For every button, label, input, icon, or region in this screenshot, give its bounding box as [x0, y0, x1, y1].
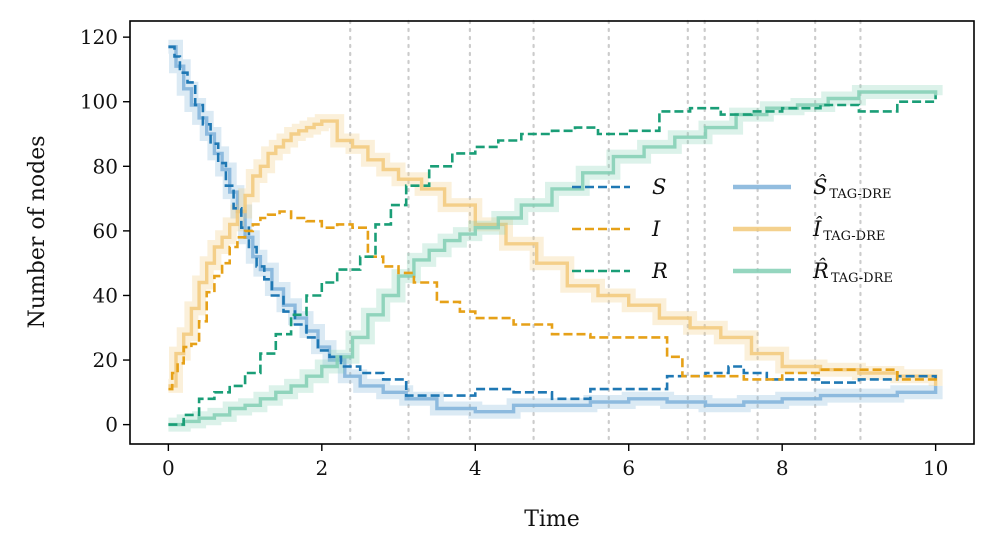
y-tick-label-80: 80 — [93, 154, 118, 178]
series-line-s-hat — [168, 45, 938, 414]
x-tick-label-6: 6 — [622, 456, 635, 480]
y-axis-label: Number of nodes — [25, 135, 50, 328]
series-i — [168, 210, 937, 391]
series-line-r — [168, 95, 937, 426]
y-tick-label-40: 40 — [93, 283, 118, 307]
series-s-hat — [168, 39, 943, 419]
legend-label-s: S — [652, 175, 666, 199]
series-layer — [168, 39, 943, 432]
series-r-hat — [168, 85, 943, 432]
x-tick-label-2: 2 — [315, 456, 328, 480]
legend-label-s-hat: Ŝ TAG-DRE — [813, 174, 891, 202]
x-axis-label: Time — [524, 507, 580, 532]
legend-label-i-hat: Î TAG-DRE — [812, 217, 885, 244]
legend-label-r: R — [651, 259, 668, 283]
series-r — [168, 95, 937, 426]
series-s — [168, 45, 937, 401]
series-line-i — [168, 210, 937, 391]
series-line-i-hat — [168, 119, 938, 388]
x-tick-label-4: 4 — [469, 456, 482, 480]
legend-label-i: I — [651, 217, 661, 241]
y-tick-label-20: 20 — [93, 348, 118, 372]
legend-label-r-hat: R̂ TAG-DRE — [812, 259, 893, 286]
x-tick-label-0: 0 — [162, 456, 175, 480]
x-tick-label-10: 10 — [923, 456, 948, 480]
series-i-hat — [168, 114, 943, 393]
x-tick-label-8: 8 — [776, 456, 789, 480]
series-line-s — [168, 45, 937, 401]
legend: SIR Ŝ TAG-DRE Î TAG-DRE R̂ TAG-DRE — [572, 174, 893, 286]
plot-frame — [129, 20, 975, 445]
y-tick-label-60: 60 — [93, 219, 118, 243]
y-tick-label-0: 0 — [105, 413, 118, 437]
y-tick-label-100: 100 — [80, 90, 118, 114]
series-line-r-hat — [168, 90, 938, 427]
y-tick-label-120: 120 — [80, 25, 118, 49]
